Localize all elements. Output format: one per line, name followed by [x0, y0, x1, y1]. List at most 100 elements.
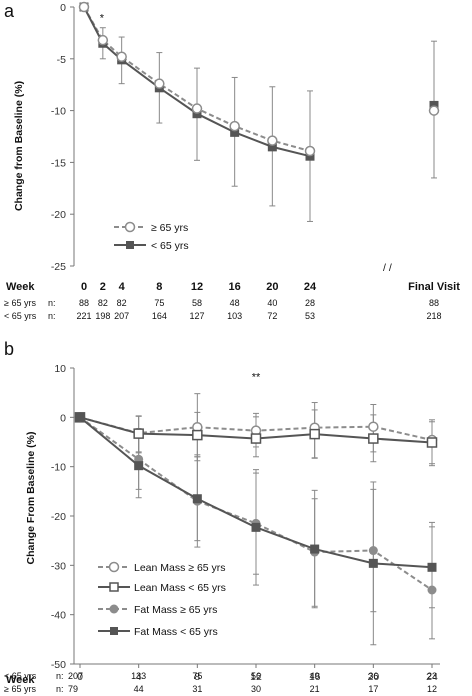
panel-a-point — [97, 34, 109, 46]
panel-b-point — [250, 433, 262, 444]
panel-a-n-cell: 72 — [267, 311, 277, 321]
panel-b-week-header: Week — [6, 674, 35, 686]
panel-a-n-cell: 88 — [79, 298, 89, 308]
panel-b-n-cell: 207 — [68, 671, 83, 681]
panel-a-n-cell: 127 — [189, 311, 204, 321]
panel-b-nrow-1-suffix: n: — [56, 671, 64, 681]
panel-b-n-cell: 49 — [310, 671, 320, 681]
panel-a-ylabel: Change from Baseline (%) — [13, 81, 25, 211]
panel-b-ytick-label: -20 — [51, 511, 66, 523]
panel-b-point — [310, 544, 320, 554]
panel-a-plot: 0-5-10-15-20-25*0 2 4 8 12 16 20 24 Final Visit8… — [51, 1, 460, 321]
panel-a-n-final: 88 — [429, 298, 439, 308]
panel-a-ytick-label: -5 — [57, 54, 66, 66]
panel-b-ylabel: Change From Baseline (%) — [25, 431, 37, 564]
legend-marker-fat-lt65 — [110, 627, 118, 635]
panel-a-n-cell: 103 — [227, 311, 242, 321]
panel-b-point — [75, 412, 85, 422]
panel-a-ytick-label: -10 — [51, 106, 66, 118]
panel-a-xtick-label: 2 — [100, 281, 106, 293]
panel-b-point — [192, 429, 203, 441]
panel-a-final-visit-label: Final Visit — [408, 281, 460, 293]
legend-label-lean-ge65: Lean Mass ≥ 65 yrs — [134, 562, 226, 574]
panel-b-plot: 10 0 -10 -20 -30 -40 -50 ** 0 4 8 12 16 20 24 207 133 75 5… — [51, 363, 438, 694]
panel-a-point — [229, 120, 240, 132]
panel-a-n-cell: 48 — [230, 298, 240, 308]
panel-a-xtick-label: 0 — [81, 281, 87, 293]
panel-a-xtick-label: 8 — [156, 281, 162, 293]
panel-b-n-cell: 56 — [251, 671, 261, 681]
panel-a-n-final: 218 — [426, 311, 441, 321]
panel-a-legend: ≥ 65 yrs < 65 yrs — [114, 221, 189, 252]
panel-a-nrow-2-label: < 65 yrs — [4, 311, 37, 321]
legend-label-ge65: ≥ 65 yrs — [151, 222, 188, 234]
panel-a-point — [230, 127, 240, 137]
panel-a-n-cell: 198 — [95, 311, 110, 321]
panel-b-xtick-label: 20 — [367, 671, 379, 683]
panel-b-ytick-label: -30 — [51, 560, 66, 572]
panel-b-point — [368, 433, 379, 444]
legend-marker-lean-ge65 — [108, 561, 120, 573]
panel-b-n-cell: 79 — [68, 684, 78, 694]
panel-a-n-cell: 40 — [267, 298, 277, 308]
panel-b-n-cell: 23 — [427, 671, 437, 681]
panel-b-nrow-2-label: ≥ 65 yrs — [4, 684, 36, 694]
panel-b-point — [309, 428, 320, 440]
panel-a-n-cell: 53 — [305, 311, 315, 321]
panel-b-n-cell: 75 — [192, 671, 202, 681]
panel-b-n-cell: 12 — [427, 684, 437, 694]
panel-b-axes — [73, 368, 440, 665]
legend-marker-fat-ge65 — [109, 604, 119, 614]
panel-a-n-cell: 82 — [98, 298, 108, 308]
panel-b-n-cell: 31 — [192, 684, 202, 694]
axis-break-marks: / / — [383, 262, 392, 274]
panel-b-point — [426, 437, 438, 448]
legend-label-lt65: < 65 yrs — [151, 240, 189, 252]
panel-a-nrow-1-suffix: n: — [48, 298, 56, 308]
panel-b-point — [368, 421, 379, 432]
panel-b-annotation: ** — [252, 371, 261, 383]
panel-a-xtick-label: 16 — [229, 281, 241, 293]
panel-a-n-cell: 221 — [76, 311, 91, 321]
panel-b-n-cell: 36 — [368, 671, 378, 681]
panel-b-n-cell: 17 — [368, 684, 378, 694]
panel-b-point — [427, 562, 437, 572]
panel-a-ytick-label: -20 — [51, 209, 66, 221]
panel-a-ytick-label: -25 — [51, 261, 66, 273]
panel-a-xtick-label: 24 — [304, 281, 317, 293]
panel-a-point — [191, 103, 203, 114]
panel-b-n-cell: 30 — [251, 684, 261, 694]
panel-b-point — [368, 546, 378, 556]
panel-b-point — [427, 585, 437, 595]
panel-b-n-cell: 44 — [134, 684, 144, 694]
panel-a-ytick-label: 0 — [60, 2, 66, 14]
panel-a-xtick-label: 4 — [119, 281, 126, 293]
panel-b-nrow-1-label: < 65 yrs — [4, 671, 37, 681]
legend-label-fat-ge65: Fat Mass ≥ 65 yrs — [134, 604, 217, 616]
panel-b-xtick-label: 4 — [136, 671, 142, 683]
panel-a-nrow-2-suffix: n: — [48, 311, 56, 321]
panel-b-ytick-label: 10 — [54, 363, 66, 375]
panel-a-n-cell: 82 — [117, 298, 127, 308]
panel-b-point — [251, 522, 261, 532]
panel-b-n-cell: 21 — [310, 684, 320, 694]
panel-a-n-cell: 75 — [154, 298, 164, 308]
panel-b-point — [368, 558, 378, 568]
panel-b-label: b — [4, 339, 14, 359]
panel-a-n-cell: 58 — [192, 298, 202, 308]
panel-a-point — [154, 78, 165, 89]
panel-a-ytick-label: -15 — [51, 157, 66, 169]
panel-b-ytick-label: -10 — [51, 462, 66, 474]
panel-b-point — [134, 461, 144, 471]
panel-b-legend: Lean Mass ≥ 65 yrs Lean Mass < 65 yrs Fa… — [98, 561, 226, 638]
panel-a-xtick-label: 12 — [191, 281, 203, 293]
panel-a-annotation: * — [100, 13, 105, 25]
legend-marker-lean-lt65 — [109, 582, 119, 592]
panel-a-final-point — [428, 105, 440, 116]
legend-marker-lt65 — [126, 241, 134, 249]
panel-a-label: a — [4, 1, 15, 21]
panel-b-xtick-label: 8 — [194, 671, 200, 683]
panel-b-xtick-label: 12 — [250, 671, 262, 683]
panel-b-nrow-2-suffix: n: — [56, 684, 64, 694]
